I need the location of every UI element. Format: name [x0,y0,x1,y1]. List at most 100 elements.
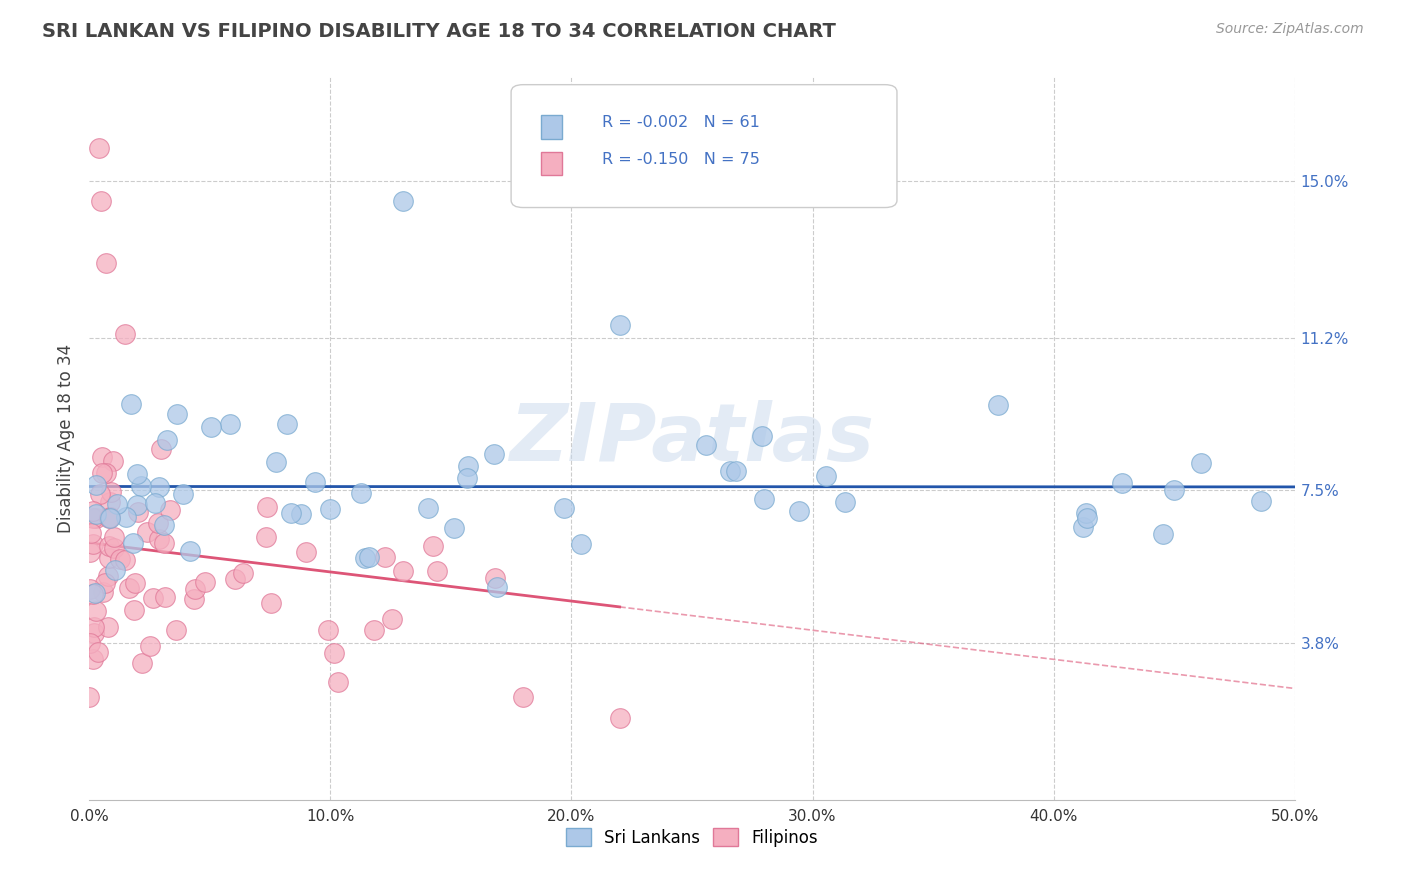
Point [1152,527,1174,541]
Point [114,553,136,567]
Point [159,502,181,516]
Point [79,526,101,541]
Point [98,510,121,524]
Point [456,471,478,485]
Point [443,521,465,535]
Point [150,442,173,456]
Point [129,479,152,493]
Point [426,564,449,578]
Point [165,623,187,637]
Point [422,539,444,553]
Point [83,625,105,640]
Point [485,580,508,594]
Point [155,433,177,447]
Point [380,611,402,625]
Point [83,620,105,634]
Point [569,537,592,551]
Point [84,604,107,618]
Point [153,535,176,549]
Point [260,596,283,610]
Point [114,326,136,341]
Point [254,530,277,544]
Point [77,690,100,705]
Point [87,141,110,155]
Point [139,639,162,653]
Point [84,507,107,521]
Point [695,438,717,452]
Point [1074,506,1097,520]
Point [814,469,837,483]
Y-axis label: Disability Age 18 to 34: Disability Age 18 to 34 [58,344,75,533]
Point [326,675,349,690]
Point [90,450,112,464]
Point [391,194,413,209]
Point [718,464,741,478]
Point [131,656,153,670]
Point [224,572,246,586]
Text: SRI LANKAN VS FILIPINO DISABILITY AGE 18 TO 34 CORRELATION CHART: SRI LANKAN VS FILIPINO DISABILITY AGE 18… [42,22,837,41]
Point [94,575,117,590]
Point [172,486,194,500]
Point [987,398,1010,412]
Point [105,497,128,511]
Point [512,690,534,704]
Point [101,454,124,468]
Point [89,486,111,500]
Point [290,507,312,521]
Point [82,511,104,525]
Point [304,475,326,490]
Point [363,624,385,638]
Point [146,516,169,531]
Point [96,466,118,480]
Point [79,545,101,559]
Point [118,581,141,595]
Point [609,710,631,724]
Point [752,492,775,507]
Point [91,584,114,599]
Point [416,501,439,516]
Point [724,464,747,478]
Point [318,624,340,638]
Point [256,500,278,515]
FancyBboxPatch shape [512,85,897,208]
Point [121,536,143,550]
Point [153,591,176,605]
Point [609,318,631,333]
Point [90,194,112,209]
Point [166,408,188,422]
Point [79,582,101,596]
Text: Source: ZipAtlas.com: Source: ZipAtlas.com [1216,22,1364,37]
Point [128,505,150,519]
Point [98,551,121,566]
Point [194,574,217,589]
Point [183,592,205,607]
Point [143,496,166,510]
Point [82,587,104,601]
Point [124,576,146,591]
Point [357,550,380,565]
Point [374,549,396,564]
Point [135,525,157,540]
Point [97,620,120,634]
FancyBboxPatch shape [541,152,562,175]
Point [553,501,575,516]
Point [280,506,302,520]
Point [1250,494,1272,508]
Point [108,552,131,566]
Point [323,646,346,660]
Point [86,478,108,492]
Point [350,486,373,500]
Point [127,467,149,481]
Point [219,417,242,432]
Point [82,537,104,551]
Point [264,455,287,469]
Point [1163,483,1185,498]
Point [91,466,114,480]
Point [484,571,506,585]
Point [84,586,107,600]
Point [122,603,145,617]
Legend: Sri Lankans, Filipinos: Sri Lankans, Filipinos [560,822,825,854]
Point [94,256,117,270]
Point [87,644,110,658]
Point [1076,511,1098,525]
